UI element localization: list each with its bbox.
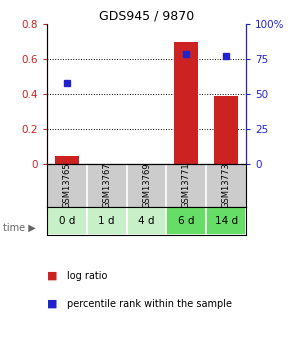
Text: ■: ■ bbox=[47, 299, 57, 308]
Text: GSM13769: GSM13769 bbox=[142, 163, 151, 208]
Text: GSM13771: GSM13771 bbox=[182, 163, 191, 208]
Bar bbox=[214, 96, 238, 165]
Text: GSM13765: GSM13765 bbox=[62, 163, 71, 208]
Text: log ratio: log ratio bbox=[67, 271, 108, 281]
Text: GSM13773: GSM13773 bbox=[222, 162, 231, 208]
Text: 1 d: 1 d bbox=[98, 216, 115, 226]
Bar bbox=[174, 42, 198, 165]
Text: ■: ■ bbox=[47, 271, 57, 281]
Bar bbox=[87, 207, 127, 235]
Bar bbox=[206, 207, 246, 235]
Text: 6 d: 6 d bbox=[178, 216, 195, 226]
Text: 0 d: 0 d bbox=[59, 216, 75, 226]
Bar bbox=[55, 156, 79, 165]
Bar bbox=[47, 207, 87, 235]
Bar bbox=[166, 207, 206, 235]
Text: 4 d: 4 d bbox=[138, 216, 155, 226]
Text: GSM13767: GSM13767 bbox=[102, 162, 111, 208]
Text: percentile rank within the sample: percentile rank within the sample bbox=[67, 299, 232, 308]
Text: 14 d: 14 d bbox=[215, 216, 238, 226]
Title: GDS945 / 9870: GDS945 / 9870 bbox=[99, 10, 194, 23]
Bar bbox=[127, 207, 166, 235]
Text: time ▶: time ▶ bbox=[3, 223, 36, 233]
